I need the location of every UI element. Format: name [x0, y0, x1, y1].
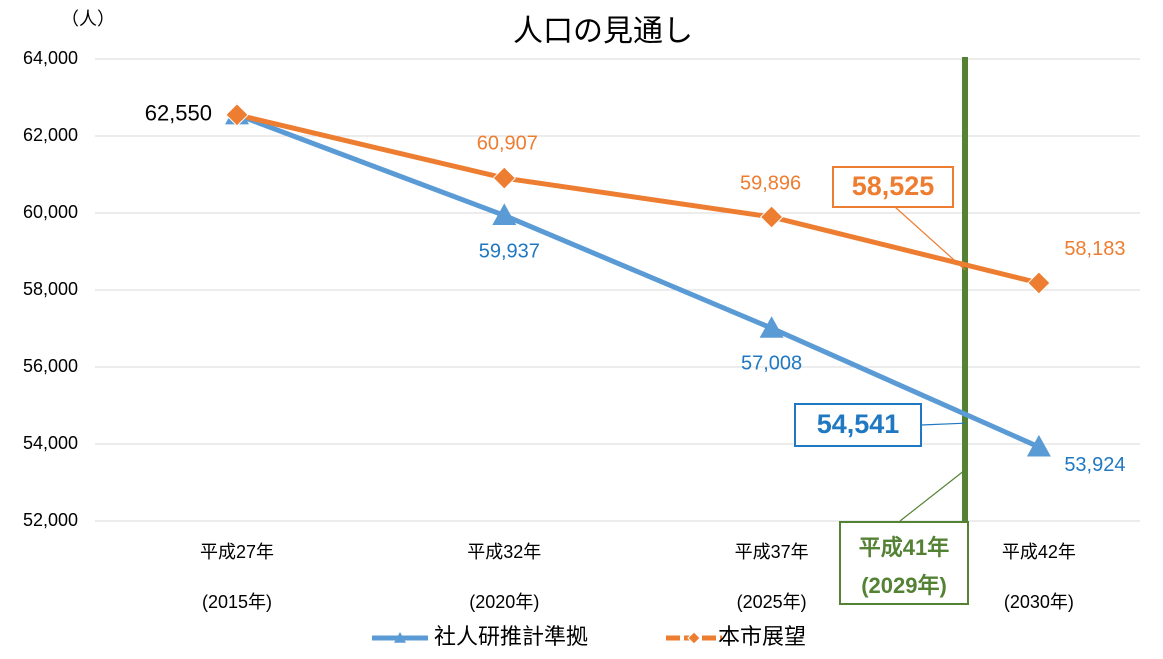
y-tick-label: 64,000	[23, 48, 78, 68]
data-point	[492, 203, 517, 226]
y-tick-label: 58,000	[23, 279, 78, 299]
x-tick-label: 平成42年	[1002, 542, 1076, 562]
annotation-box	[839, 521, 969, 605]
legend-label: 本市展望	[718, 624, 806, 649]
data-point	[225, 103, 249, 127]
y-tick-label: 52,000	[23, 510, 78, 530]
data-label: 53,924	[1064, 454, 1125, 476]
data-point	[687, 631, 701, 645]
line-series	[236, 112, 1040, 286]
y-tick-label: 62,000	[23, 125, 78, 145]
annotation-label: 平成41年	[859, 535, 949, 560]
data-point	[394, 632, 406, 643]
data-point	[759, 205, 784, 229]
x-tick-label: 平成37年	[735, 542, 809, 562]
data-label: 58,183	[1064, 238, 1125, 260]
annotation-box	[832, 166, 954, 208]
annotation-label: 54,541	[817, 409, 900, 439]
data-point	[1027, 271, 1051, 295]
y-tick-label: 54,000	[23, 433, 78, 453]
data-label: 59,937	[479, 241, 540, 263]
x-tick-label: (2020年)	[469, 592, 539, 612]
annotation-label: 58,525	[852, 171, 935, 201]
leader-line	[920, 422, 966, 426]
data-label: 62,550	[145, 101, 212, 126]
x-tick-label: (2015年)	[202, 592, 272, 612]
chart-title: 人口の見通し	[513, 15, 693, 48]
legend-label: 社人研推計準拠	[434, 624, 588, 649]
leader-line	[894, 206, 966, 271]
data-point	[1026, 434, 1051, 457]
data-label: 60,907	[477, 132, 538, 154]
x-tick-label: 平成32年	[467, 542, 541, 562]
leader-line	[899, 469, 966, 522]
y-axis-label: （人）	[61, 9, 115, 29]
data-label: 59,896	[740, 172, 801, 194]
x-tick-label: (2025年)	[737, 592, 807, 612]
line-series	[236, 112, 1040, 450]
y-tick-label: 60,000	[23, 202, 78, 222]
x-tick-label: (2030年)	[1004, 592, 1074, 612]
y-tick-label: 56,000	[23, 356, 78, 376]
data-point	[492, 166, 517, 190]
data-label: 57,008	[741, 352, 802, 374]
data-point	[759, 316, 784, 338]
annotation-box	[794, 403, 922, 447]
x-tick-label: 平成27年	[200, 542, 274, 562]
annotation-label: (2029年)	[861, 573, 947, 598]
